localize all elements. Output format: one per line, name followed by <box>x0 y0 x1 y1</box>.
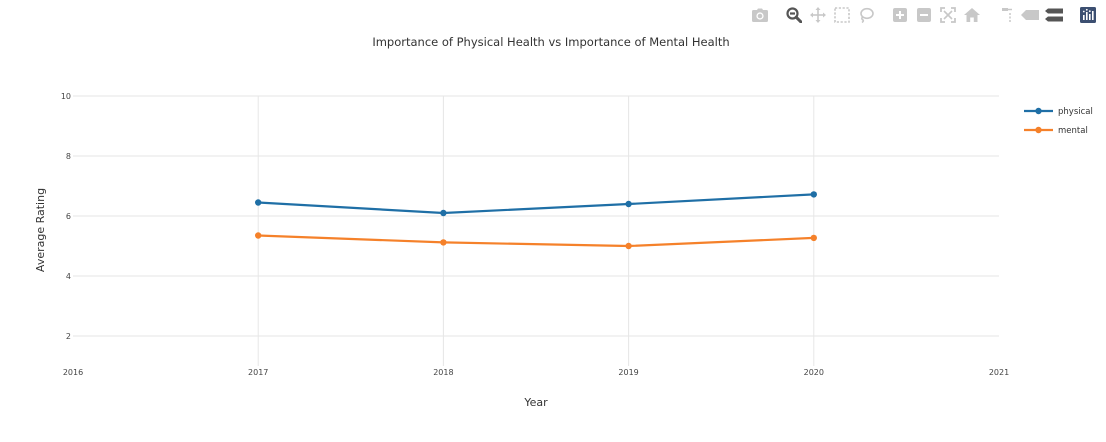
x-axis-title: Year <box>523 396 548 409</box>
box-select-icon[interactable] <box>830 5 854 25</box>
spike-lines-icon[interactable] <box>994 5 1018 25</box>
x-tick-label: 2020 <box>804 368 824 377</box>
data-point-physical[interactable] <box>440 209 447 217</box>
x-tick-label: 2018 <box>433 368 453 377</box>
y-tick-label: 10 <box>61 92 71 101</box>
x-tick-label: 2016 <box>63 368 83 377</box>
x-tick-label: 2019 <box>618 368 638 377</box>
series-mental <box>255 232 817 250</box>
y-tick-label: 4 <box>66 272 71 281</box>
data-point-physical[interactable] <box>810 191 817 198</box>
home-icon[interactable] <box>960 5 984 25</box>
data-point-physical[interactable] <box>255 199 262 206</box>
series-physical <box>255 191 817 217</box>
plotly-logo-icon[interactable] <box>1076 5 1100 25</box>
x-tick-label: 2021 <box>989 368 1009 377</box>
legend-marker <box>1035 126 1042 134</box>
legend-item-mental[interactable]: mental <box>1024 126 1088 136</box>
grid <box>73 95 999 366</box>
modebar-group-view <box>888 5 984 25</box>
modebar-group-logo <box>1076 5 1100 25</box>
zoom-out-icon[interactable] <box>912 5 936 25</box>
modebar <box>738 5 1100 25</box>
y-tick-label: 8 <box>66 152 71 161</box>
zoom-icon[interactable] <box>782 5 806 25</box>
x-tick-label: 2017 <box>248 368 268 377</box>
series-line-physical <box>258 193 814 215</box>
data-point-mental[interactable] <box>255 232 262 239</box>
series-layer <box>255 191 817 250</box>
zoom-in-icon[interactable] <box>888 5 912 25</box>
hover-compare-icon[interactable] <box>1042 5 1066 25</box>
modebar-group-export <box>748 5 772 25</box>
hover-closest-icon[interactable] <box>1018 5 1042 25</box>
x-axis-ticks: 2016 2017 2018 2019 2020 2021 <box>63 368 1009 377</box>
data-point-mental[interactable] <box>440 239 447 246</box>
data-point-physical[interactable] <box>625 200 632 208</box>
modebar-group-drag <box>782 5 878 25</box>
lasso-select-icon[interactable] <box>854 5 878 25</box>
series-line-mental <box>258 234 814 248</box>
modebar-group-hover <box>994 5 1066 25</box>
autoscale-icon[interactable] <box>936 5 960 25</box>
data-point-mental[interactable] <box>810 234 817 242</box>
y-axis-ticks: 2 4 6 8 10 <box>61 92 71 341</box>
y-tick-label: 6 <box>66 212 71 221</box>
legend-label: physical <box>1058 107 1093 117</box>
legend-item-physical[interactable]: physical <box>1024 107 1093 117</box>
data-point-mental[interactable] <box>625 242 632 250</box>
chart-title: Importance of Physical Health vs Importa… <box>372 35 729 49</box>
legend-label: mental <box>1058 126 1088 136</box>
pan-icon[interactable] <box>806 5 830 25</box>
camera-icon[interactable] <box>748 5 772 25</box>
y-axis-title: Average Rating <box>34 188 47 272</box>
legend-marker <box>1035 107 1042 115</box>
legend: physical mental <box>1024 107 1093 136</box>
y-tick-label: 2 <box>66 332 71 341</box>
